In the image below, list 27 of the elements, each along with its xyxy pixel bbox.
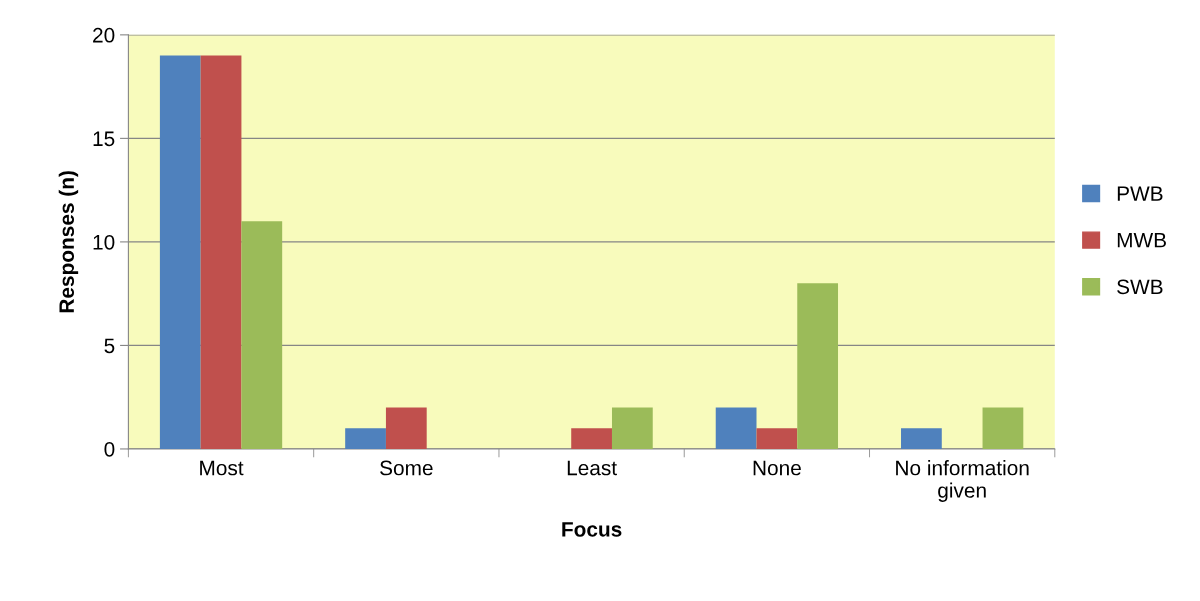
y-tick-label: 20 [93,27,115,43]
y-tick-label: 10 [93,234,115,250]
legend-label: MWB [1117,233,1166,248]
bar [159,55,201,449]
bar [756,428,798,449]
legend-label: SWB [1117,279,1163,295]
bar [797,283,839,449]
x-tick-label: No information given [896,460,1029,502]
x-axis-title: Focus [562,522,622,537]
y-tick-label: 15 [93,131,115,147]
bar [715,407,757,449]
bar [241,221,283,449]
bar [345,428,386,449]
bar [901,428,942,449]
y-tick-label: 5 [104,338,115,354]
bar [200,55,242,449]
y-axis-title: Responses (n) [58,171,79,313]
x-tick-label: Some [380,460,433,476]
bar [611,407,653,449]
bar [571,428,612,449]
x-tick-label: Most [200,460,244,476]
x-tick-label: Least [567,460,617,476]
x-tick-label: None [753,460,801,476]
bar [982,407,1024,449]
legend-label: PWB [1117,186,1163,201]
bar [385,407,427,449]
y-tick-label: 0 [104,441,115,457]
